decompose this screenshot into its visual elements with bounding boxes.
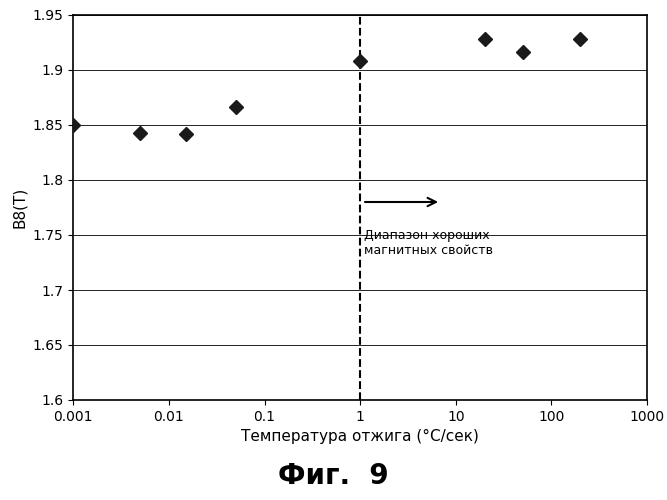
Text: Фиг.  9: Фиг. 9 (278, 462, 389, 490)
X-axis label: Температура отжига (°C/сек): Температура отжига (°C/сек) (241, 430, 479, 444)
Text: Диапазон хороших
магнитных свойств: Диапазон хороших магнитных свойств (364, 230, 493, 258)
Y-axis label: B8(T): B8(T) (12, 187, 27, 228)
